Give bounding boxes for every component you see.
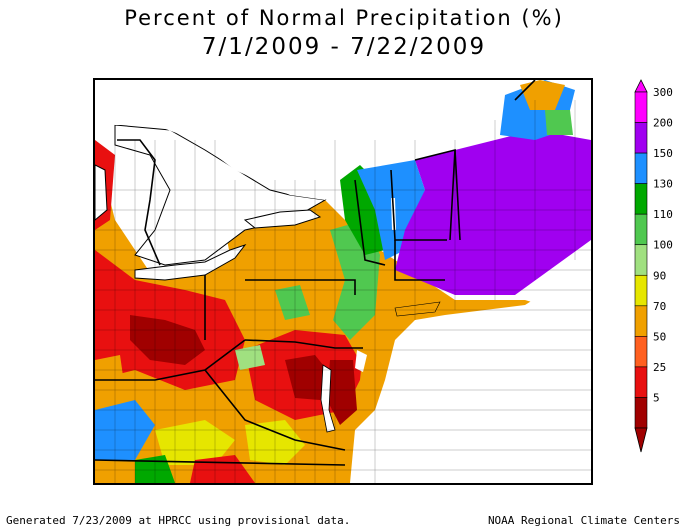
footer-generated-note: Generated 7/23/2009 at HPRCC using provi… bbox=[6, 514, 351, 527]
legend-arrow-top bbox=[634, 79, 648, 93]
map-date-range: 7/1/2009 - 7/22/2009 bbox=[201, 34, 487, 60]
legend-label: 300 bbox=[653, 86, 673, 99]
legend-label: 110 bbox=[653, 208, 673, 221]
legend-swatch bbox=[634, 183, 648, 215]
legend-label: 90 bbox=[653, 269, 666, 282]
legend-swatch bbox=[634, 244, 648, 276]
legend-label: 200 bbox=[653, 117, 673, 130]
legend-swatch bbox=[634, 397, 648, 429]
legend-swatch bbox=[634, 91, 648, 123]
legend-bar: 300 200 150 130 110 100 90 70 50 25 5 bbox=[634, 79, 673, 453]
precipitation-map bbox=[93, 78, 593, 485]
footer-source: NOAA Regional Climate Centers bbox=[487, 514, 680, 527]
legend-label: 5 bbox=[653, 391, 660, 404]
legend-label: 25 bbox=[653, 361, 666, 374]
legend-swatch bbox=[634, 122, 648, 154]
legend-label: 130 bbox=[653, 178, 673, 191]
legend-label: 50 bbox=[653, 330, 666, 343]
legend-swatch bbox=[634, 305, 648, 337]
map-title: Percent of Normal Precipitation (%) bbox=[124, 6, 564, 30]
legend-swatch bbox=[634, 366, 648, 398]
color-legend: 300 200 150 130 110 100 90 70 50 25 5 bbox=[630, 78, 688, 458]
legend-label: 70 bbox=[653, 300, 666, 313]
legend-arrow-bottom bbox=[634, 427, 648, 453]
legend-swatch bbox=[634, 274, 648, 307]
legend-label: 150 bbox=[653, 147, 673, 160]
legend-swatch bbox=[634, 152, 648, 184]
legend-label: 100 bbox=[653, 239, 673, 252]
legend-swatch bbox=[634, 336, 648, 368]
legend-swatch bbox=[634, 213, 648, 246]
map-canvas bbox=[95, 80, 591, 483]
county-lines bbox=[95, 100, 591, 483]
